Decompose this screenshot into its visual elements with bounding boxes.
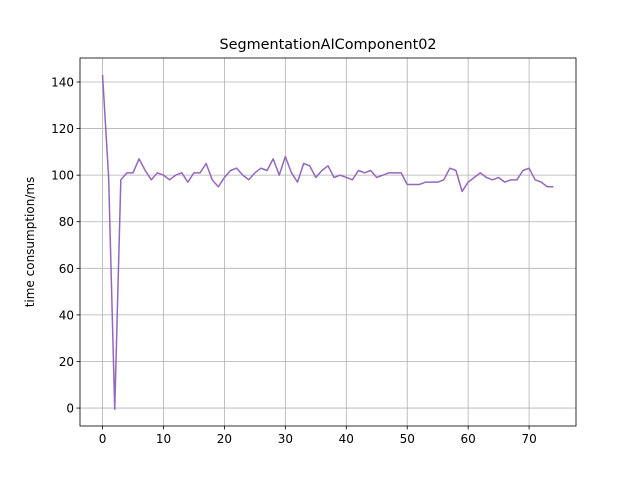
y-tick-label: 100: [51, 169, 74, 183]
y-tick-label: 20: [59, 355, 74, 369]
x-tick-label: 30: [278, 432, 293, 446]
y-tick-label: 60: [59, 262, 74, 276]
y-tick-label: 140: [51, 75, 74, 89]
x-tick-label: 20: [217, 432, 232, 446]
data-line: [101, 74, 554, 410]
x-tick-label: 40: [339, 432, 354, 446]
x-tick-label: 50: [400, 432, 415, 446]
plot-frame: [79, 57, 577, 427]
y-tick-label: 80: [59, 215, 74, 229]
x-tick-label: 70: [521, 432, 536, 446]
y-tick-label: 40: [59, 308, 74, 322]
x-tick-label: 0: [99, 432, 107, 446]
x-tick-label: 10: [156, 432, 171, 446]
y-tick-label: 120: [51, 122, 74, 136]
y-axis-label: time consumption/ms: [23, 177, 37, 308]
y-tick-label: 0: [66, 402, 74, 416]
x-tick-label: 60: [461, 432, 476, 446]
chart-title: SegmentationAIComponent02: [219, 37, 436, 53]
